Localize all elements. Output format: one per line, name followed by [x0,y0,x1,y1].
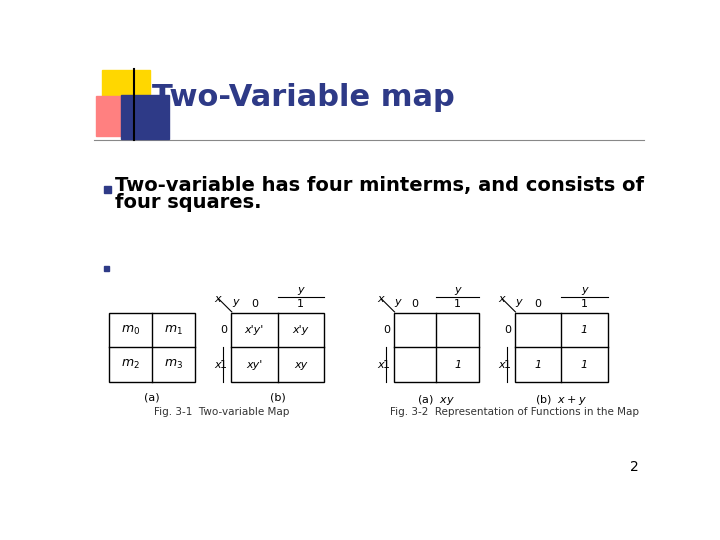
Bar [231,313,324,382]
Text: xy': xy' [246,360,262,370]
Text: 1: 1 [534,360,541,370]
Text: y: y [454,285,461,295]
Text: 0: 0 [220,325,228,335]
Bar [515,313,608,382]
Text: x: x [377,294,384,303]
Text: 1: 1 [454,360,462,370]
Text: 1: 1 [581,360,588,370]
Text: y: y [232,298,238,307]
Text: 0: 0 [504,325,510,335]
Text: four squares.: four squares. [114,193,261,212]
Text: 1: 1 [504,360,510,370]
Text: Two-Variable map: Two-Variable map [152,83,455,112]
Text: y: y [395,298,401,307]
Text: (a)  $xy$: (a) $xy$ [418,393,455,407]
Text: x: x [498,294,505,303]
Text: 0: 0 [534,299,541,309]
Text: $m_3$: $m_3$ [163,358,183,372]
Text: 1: 1 [581,325,588,335]
Text: x: x [498,360,505,370]
Text: 1: 1 [383,360,390,370]
Text: xy: xy [294,360,307,370]
Text: 1: 1 [297,299,305,309]
Text: x'y: x'y [292,325,309,335]
Text: 1: 1 [220,360,228,370]
Bar [104,266,109,271]
Text: 0: 0 [383,325,390,335]
Bar [96,96,137,137]
Bar [104,186,111,193]
Text: 2: 2 [630,461,639,475]
Text: $m_0$: $m_0$ [121,323,140,336]
Bar [121,95,169,139]
Text: 1: 1 [581,299,588,309]
Text: y: y [297,285,304,295]
Text: x: x [215,360,221,370]
Bar [394,313,479,382]
Text: (b): (b) [270,393,285,403]
Bar [102,70,150,112]
Text: (b)  $x + y$: (b) $x + y$ [536,393,587,407]
Text: x'y': x'y' [245,325,264,335]
Text: Fig. 3-1  Two-variable Map: Fig. 3-1 Two-variable Map [154,408,289,417]
Text: Two-variable has four minterms, and consists of: Two-variable has four minterms, and cons… [114,177,644,195]
Text: y: y [516,298,522,307]
Text: (a): (a) [144,393,160,403]
Bar [109,313,194,382]
Text: x: x [377,360,384,370]
Text: 0: 0 [412,299,418,309]
Text: x: x [215,294,221,303]
Text: y: y [581,285,588,295]
Text: 1: 1 [454,299,462,309]
Text: Fig. 3-2  Representation of Functions in the Map: Fig. 3-2 Representation of Functions in … [390,408,639,417]
Text: $m_2$: $m_2$ [121,358,140,372]
Text: 0: 0 [251,299,258,309]
Text: $m_1$: $m_1$ [164,323,183,336]
